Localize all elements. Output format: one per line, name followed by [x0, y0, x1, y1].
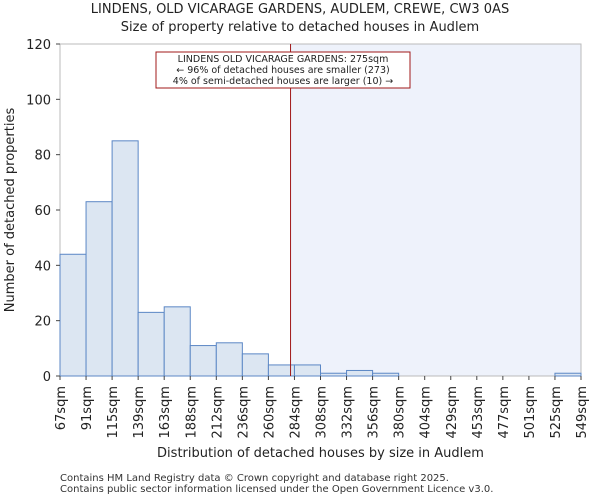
- x-tick-label: 453sqm: [471, 386, 486, 439]
- histogram-bar: [320, 372, 348, 377]
- x-tick-label: 332sqm: [341, 386, 356, 439]
- x-tick-label: 308sqm: [315, 386, 330, 439]
- x-tick-label: 139sqm: [132, 386, 147, 439]
- x-tick-label: 429sqm: [445, 386, 460, 439]
- histogram-bar: [215, 342, 243, 377]
- x-tick-label: 188sqm: [184, 386, 199, 439]
- x-tick-label: 91sqm: [80, 386, 95, 430]
- x-tick-label: 236sqm: [236, 386, 251, 439]
- histogram-bar: [554, 372, 582, 377]
- histogram-chart: 0 20 40 60 80 100 120 67sqm 91sqm 115sqm 139sqm 163…: [3, 38, 590, 461]
- x-tick-label: 212sqm: [210, 386, 225, 439]
- x-tick-label: 380sqm: [393, 386, 408, 439]
- y-tick-label: 100: [26, 93, 51, 108]
- x-tick-label: 477sqm: [497, 386, 512, 439]
- histogram-bar: [372, 372, 400, 377]
- y-axis-label: Number of detached properties: [3, 108, 18, 313]
- x-tick-label: 525sqm: [549, 386, 564, 439]
- x-tick-label: 163sqm: [158, 386, 173, 439]
- x-tick-label: 501sqm: [523, 386, 538, 439]
- x-tick-label: 549sqm: [575, 386, 590, 439]
- x-tick-label: 356sqm: [367, 386, 382, 439]
- footer-copyright: Contains HM Land Registry data © Crown c…: [60, 473, 449, 484]
- histogram-bar: [163, 306, 191, 377]
- x-tick-label: 115sqm: [106, 386, 121, 439]
- y-tick-label: 0: [43, 370, 51, 385]
- histogram-bar: [59, 253, 87, 377]
- chart-title: LINDENS, OLD VICARAGE GARDENS, AUDLEM, C…: [90, 2, 510, 17]
- y-tick-label: 120: [26, 38, 51, 53]
- y-tick-label: 40: [34, 259, 51, 274]
- y-tick-label: 80: [34, 149, 51, 164]
- footer-licence: Contains public sector information licen…: [60, 484, 494, 495]
- annotation-line: 4% of semi-detached houses are larger (1…: [173, 76, 393, 87]
- histogram-bar: [293, 364, 322, 377]
- x-tick-label: 404sqm: [419, 386, 434, 439]
- chart-subtitle: Size of property relative to detached ho…: [120, 20, 480, 35]
- y-tick-label: 20: [34, 315, 51, 330]
- x-axis-label: Distribution of detached houses by size …: [157, 446, 484, 461]
- x-tick-label: 284sqm: [288, 386, 303, 439]
- histogram-bar: [346, 369, 374, 377]
- histogram-bar: [137, 311, 165, 377]
- y-tick-label: 60: [34, 204, 51, 219]
- annotation-box: [155, 51, 411, 89]
- annotation-line: LINDENS OLD VICARAGE GARDENS: 275sqm: [178, 54, 389, 65]
- histogram-bar: [111, 140, 139, 377]
- x-tick-label: 67sqm: [54, 386, 69, 430]
- larger-region-shade: [290, 44, 581, 376]
- x-tick-label: 260sqm: [262, 386, 277, 439]
- histogram-bar: [189, 345, 217, 377]
- annotation-line: ← 96% of detached houses are smaller (27…: [176, 65, 389, 76]
- histogram-bar: [241, 353, 269, 377]
- histogram-bar: [85, 201, 113, 377]
